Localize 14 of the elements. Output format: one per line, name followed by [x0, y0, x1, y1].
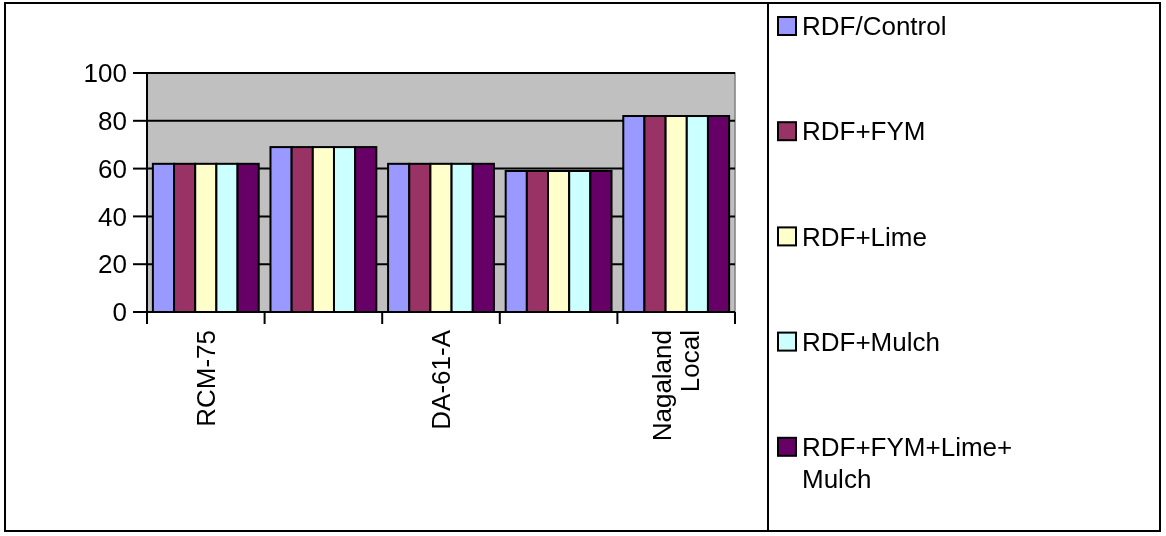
- y-tick-label: 20: [98, 249, 127, 280]
- legend-label: RDF+Mulch: [802, 326, 940, 357]
- legend-label: RDF/Control: [802, 11, 947, 42]
- y-tick-label: 100: [83, 58, 127, 89]
- legend-label: RDF+Lime: [802, 221, 927, 252]
- x-tick-label: Nagaland Local: [647, 330, 706, 442]
- y-tick-label: 0: [112, 297, 127, 328]
- y-tick-label: 60: [98, 153, 127, 184]
- x-tick-label: RCM-75: [190, 330, 221, 427]
- x-tick-label: DA-61-A: [426, 329, 457, 430]
- legend-label: RDF+FYM: [802, 116, 926, 147]
- y-tick-label: 80: [98, 105, 127, 136]
- legend-label: RDF+FYM+Lime+Mulch: [802, 431, 1013, 494]
- y-tick-label: 40: [98, 201, 127, 232]
